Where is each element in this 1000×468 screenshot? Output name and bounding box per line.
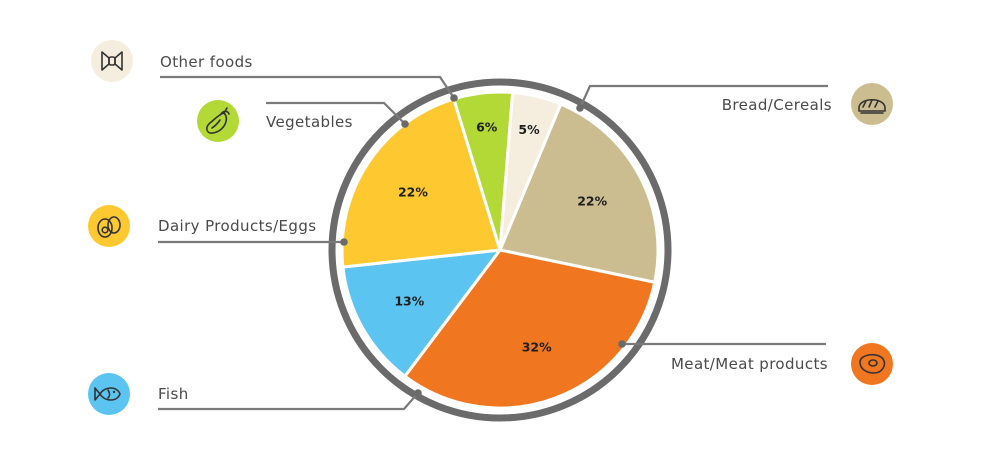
leader-dot-bread-cereals <box>576 104 584 112</box>
leader-line-vegetables <box>266 101 406 125</box>
category-label-meat-meat-products: Meat/Meat products <box>671 355 828 373</box>
leader-line-other-foods <box>160 75 455 99</box>
eggs-icon <box>88 205 130 247</box>
category-label-bread-cereals: Bread/Cereals <box>722 96 832 114</box>
leader-line-bread-cereals <box>578 84 828 109</box>
slice-label-meat-meat-products: 32% <box>522 340 552 355</box>
pie-slice-meat-meat-products <box>403 248 657 410</box>
leader-dot-other-foods <box>450 94 458 102</box>
pie-slice-bread-cereals <box>498 102 660 284</box>
bread-icon <box>851 83 893 125</box>
category-label-dairy-products-eggs: Dairy Products/Eggs <box>158 217 316 235</box>
category-labels: Bread/Cereals Meat/Meat products Fish Dairy… <box>158 53 832 403</box>
category-label-vegetables: Vegetables <box>266 113 353 131</box>
pie-slice-other-foods <box>498 91 563 252</box>
category-icons <box>88 40 893 415</box>
leader-lines <box>158 75 828 411</box>
pie-slices <box>340 90 660 410</box>
pie-slice-fish <box>341 248 502 378</box>
category-label-other-foods: Other foods <box>160 53 253 71</box>
slice-label-other-foods: 5% <box>518 122 540 137</box>
leader-dot-dairy-products-eggs <box>340 238 348 246</box>
leader-dot-meat-meat-products <box>618 340 626 348</box>
candy-icon <box>91 40 133 82</box>
fish-icon <box>88 373 130 415</box>
eggplant-icon <box>197 100 239 142</box>
slice-label-fish: 13% <box>394 294 424 309</box>
leader-dot-vegetables <box>401 120 409 128</box>
slice-label-dairy-products-eggs: 22% <box>398 185 428 200</box>
slice-label-bread-cereals: 22% <box>577 193 607 208</box>
slice-value-labels: 22% 32% 13% 22% 6% 5% <box>394 120 607 355</box>
outer-ring <box>328 78 672 422</box>
leader-line-fish <box>158 392 419 411</box>
leader-dot-fish <box>414 389 422 397</box>
steak-icon <box>851 343 893 385</box>
slice-label-vegetables: 6% <box>476 120 498 135</box>
category-label-fish: Fish <box>158 385 189 403</box>
